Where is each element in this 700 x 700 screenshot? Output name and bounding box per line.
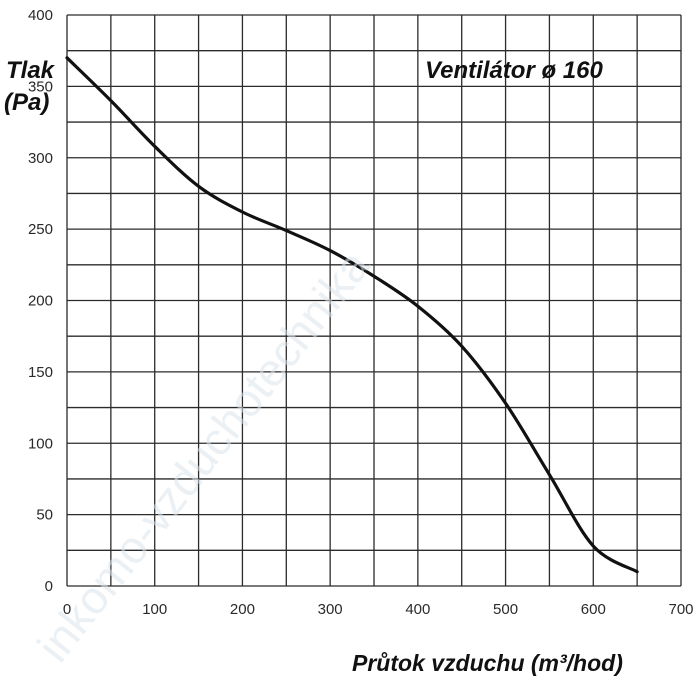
y-tick-label: 50 (36, 507, 53, 524)
x-tick-label: 200 (230, 601, 255, 618)
y-tick-label: 200 (28, 293, 53, 310)
y-tick-label: 400 (28, 7, 53, 24)
y-tick-label: 0 (45, 578, 53, 595)
x-tick-label: 100 (142, 601, 167, 618)
x-tick-label: 0 (63, 601, 71, 618)
x-tick-label: 500 (493, 601, 518, 618)
x-tick-labels: 0 100 200 300 400 500 600 700 (63, 601, 694, 618)
x-tick-label: 400 (405, 601, 430, 618)
x-tick-label: 700 (668, 601, 693, 618)
y-tick-labels: 0 50 100 150 200 250 300 350 400 (28, 7, 53, 595)
x-tick-label: 600 (581, 601, 606, 618)
y-tick-label: 150 (28, 364, 53, 381)
y-tick-label: 350 (28, 78, 53, 95)
y-axis-label-line1: Tlak (6, 57, 56, 84)
y-tick-label: 250 (28, 221, 53, 238)
series-line (65, 56, 639, 574)
y-axis-label-line2: (Pa) (4, 89, 49, 116)
grid (66, 14, 682, 587)
x-axis-label: Průtok vzduchu (m³/hod) (352, 650, 623, 676)
y-tick-label: 300 (28, 150, 53, 167)
chart-title: Ventilátor ø 160 (425, 57, 603, 84)
y-tick-label: 100 (28, 435, 53, 452)
x-tick-label: 300 (318, 601, 343, 618)
